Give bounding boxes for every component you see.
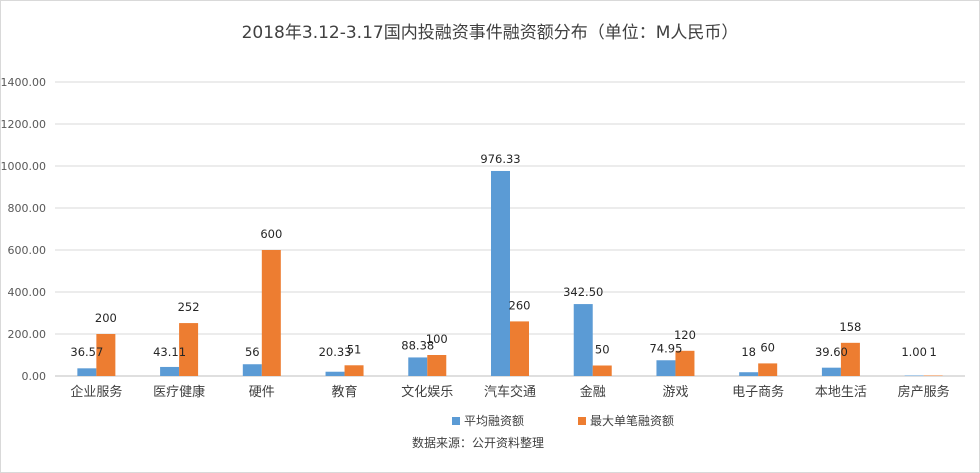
y-tick-label: 1400.00	[1, 76, 47, 89]
legend-label: 最大单笔融资额	[590, 413, 674, 428]
data-label-avg: 43.11	[153, 345, 186, 359]
data-label-avg: 56	[245, 345, 260, 359]
bar-max	[758, 363, 778, 376]
x-tick-label: 电子商务	[732, 384, 784, 400]
legend-label: 平均融资额	[464, 414, 524, 428]
bar-max	[179, 323, 199, 376]
data-label-max: 252	[178, 300, 200, 314]
data-label-avg: 1.00	[901, 345, 927, 359]
legend-swatch	[578, 417, 586, 425]
data-label-avg: 74.95	[649, 341, 682, 355]
bar-avg	[325, 371, 345, 376]
y-tick-label: 1200.00	[1, 118, 47, 131]
bar-avg	[242, 364, 262, 376]
y-tick-label: 1000.00	[1, 160, 47, 173]
legend-swatch	[452, 417, 460, 425]
data-label-avg: 342.50	[563, 285, 603, 299]
x-tick-label: 硬件	[249, 385, 275, 400]
x-tick-label: 汽车交通	[484, 384, 536, 400]
bar-avg	[160, 366, 180, 376]
data-label-max: 600	[260, 227, 282, 241]
data-label-max: 120	[674, 328, 696, 342]
bar-avg	[821, 367, 841, 376]
bar-avg	[573, 304, 593, 376]
bar-max	[840, 342, 860, 376]
x-tick-label: 游戏	[662, 385, 688, 400]
y-tick-label: 0.00	[22, 370, 47, 383]
y-tick-label: 800.00	[8, 202, 47, 215]
data-label-avg: 976.33	[480, 152, 520, 166]
bar-max	[427, 355, 447, 376]
data-label-avg: 36.57	[70, 345, 103, 359]
bar-max	[675, 350, 695, 376]
data-label-max: 100	[426, 332, 448, 346]
data-label-avg: 88.38	[401, 338, 434, 352]
chart-title: 2018年3.12-3.17国内投融资事件融资额分布（单位：M人民币）	[242, 23, 739, 43]
bar-max	[510, 321, 529, 376]
bar-avg	[77, 368, 97, 376]
bars	[77, 170, 943, 376]
bar-max	[261, 250, 281, 376]
data-label-avg: 39.60	[815, 345, 848, 359]
bar-avg	[656, 360, 676, 376]
bar-max	[592, 365, 612, 376]
data-label-max: 158	[839, 320, 861, 334]
x-tick-label: 本地生活	[815, 385, 867, 400]
x-tick-label: 医疗健康	[153, 384, 205, 400]
bar-avg	[491, 170, 510, 376]
legend: 平均融资额 最大单笔融资额	[452, 413, 674, 428]
data-label-avg: 20.33	[319, 345, 352, 359]
data-label-avg: 18	[741, 345, 756, 359]
y-tick-label: 200.00	[8, 328, 47, 341]
x-tick-label: 房产服务	[898, 384, 950, 400]
data-label-max: 60	[760, 340, 775, 354]
data-label-max: 260	[509, 298, 531, 312]
bar-avg	[739, 372, 759, 376]
y-tick-label: 400.00	[8, 286, 47, 299]
data-label-max: 51	[347, 342, 362, 356]
bar-max	[96, 334, 116, 376]
bar-avg	[408, 357, 428, 376]
data-label-max: 50	[595, 343, 610, 357]
data-label-max: 200	[95, 311, 117, 325]
data-label-max: 1	[929, 345, 936, 359]
bar-avg	[904, 375, 924, 376]
y-axis-ticks: 0.00 200.00 400.00 600.00 800.00 1000.00 1200.…	[1, 76, 47, 383]
bar-max	[923, 375, 943, 376]
x-tick-label: 教育	[332, 384, 358, 400]
x-tick-label: 企业服务	[70, 384, 122, 400]
y-tick-label: 600.00	[8, 244, 47, 257]
x-tick-label: 文化娱乐	[401, 385, 453, 400]
source-note: 数据来源：公开资料整理	[412, 435, 544, 450]
x-axis-ticks: 企业服务 医疗健康 硬件 教育 文化娱乐 汽车交通 金融 游戏 电子商务 本地生活 房产服务	[70, 384, 949, 400]
bar-max	[344, 365, 364, 376]
x-tick-label: 金融	[580, 384, 606, 400]
